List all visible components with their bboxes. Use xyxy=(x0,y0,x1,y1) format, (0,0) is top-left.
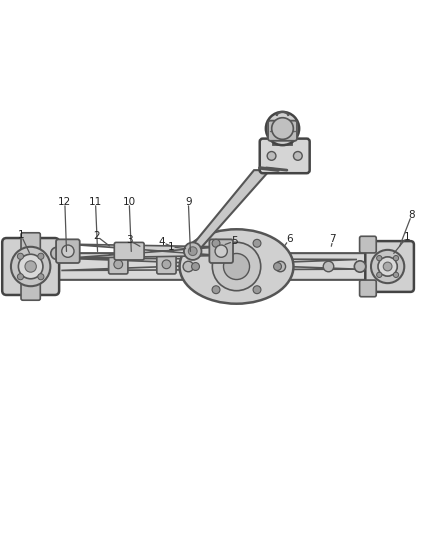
Text: 7: 7 xyxy=(329,235,336,244)
Circle shape xyxy=(212,243,261,290)
Text: 2: 2 xyxy=(93,231,100,241)
Circle shape xyxy=(38,253,44,260)
Circle shape xyxy=(215,245,227,257)
Polygon shape xyxy=(61,258,357,270)
FancyBboxPatch shape xyxy=(2,238,59,295)
Text: 11: 11 xyxy=(89,197,102,207)
FancyBboxPatch shape xyxy=(21,281,40,300)
Text: 4: 4 xyxy=(159,237,166,247)
Circle shape xyxy=(188,247,197,255)
Polygon shape xyxy=(68,244,221,258)
FancyBboxPatch shape xyxy=(365,241,414,292)
FancyBboxPatch shape xyxy=(273,142,292,145)
FancyBboxPatch shape xyxy=(260,139,310,173)
Circle shape xyxy=(212,239,220,247)
FancyBboxPatch shape xyxy=(360,236,376,253)
Circle shape xyxy=(183,261,194,272)
Circle shape xyxy=(253,239,261,247)
Text: 1: 1 xyxy=(167,242,174,252)
Circle shape xyxy=(18,254,43,279)
Circle shape xyxy=(212,286,220,294)
Circle shape xyxy=(253,286,261,294)
FancyBboxPatch shape xyxy=(209,239,233,263)
Circle shape xyxy=(223,254,250,279)
Text: 6: 6 xyxy=(286,235,293,244)
FancyBboxPatch shape xyxy=(49,253,385,280)
Polygon shape xyxy=(187,170,270,251)
Text: 8: 8 xyxy=(408,210,415,220)
Circle shape xyxy=(354,261,366,272)
Circle shape xyxy=(272,118,293,139)
Circle shape xyxy=(11,247,50,286)
FancyBboxPatch shape xyxy=(56,239,80,263)
Text: 1: 1 xyxy=(18,230,25,240)
Circle shape xyxy=(323,261,334,272)
Circle shape xyxy=(162,260,171,269)
FancyBboxPatch shape xyxy=(21,233,40,252)
Circle shape xyxy=(51,247,63,260)
Text: 12: 12 xyxy=(58,197,71,207)
Circle shape xyxy=(184,243,201,260)
Circle shape xyxy=(393,272,399,278)
Text: 1: 1 xyxy=(404,232,411,242)
FancyBboxPatch shape xyxy=(114,243,144,260)
Circle shape xyxy=(378,257,397,276)
Circle shape xyxy=(371,250,404,283)
FancyBboxPatch shape xyxy=(157,255,176,274)
Ellipse shape xyxy=(180,229,293,304)
FancyBboxPatch shape xyxy=(360,280,376,297)
Circle shape xyxy=(114,260,123,269)
Circle shape xyxy=(383,262,392,271)
Circle shape xyxy=(377,272,382,278)
Circle shape xyxy=(377,255,382,261)
Circle shape xyxy=(267,151,276,160)
Circle shape xyxy=(274,263,282,270)
Circle shape xyxy=(266,112,299,145)
Circle shape xyxy=(62,245,74,257)
Text: 5: 5 xyxy=(231,236,238,246)
Circle shape xyxy=(109,261,119,272)
Text: 3: 3 xyxy=(126,235,133,245)
Circle shape xyxy=(293,151,302,160)
Circle shape xyxy=(18,273,24,280)
Circle shape xyxy=(393,255,399,261)
Circle shape xyxy=(191,263,199,270)
Circle shape xyxy=(18,253,24,260)
FancyBboxPatch shape xyxy=(268,120,297,141)
Text: 9: 9 xyxy=(185,197,192,207)
Circle shape xyxy=(275,261,286,272)
FancyBboxPatch shape xyxy=(109,255,128,274)
Circle shape xyxy=(38,273,44,280)
Text: 10: 10 xyxy=(123,197,136,207)
Circle shape xyxy=(25,261,36,272)
